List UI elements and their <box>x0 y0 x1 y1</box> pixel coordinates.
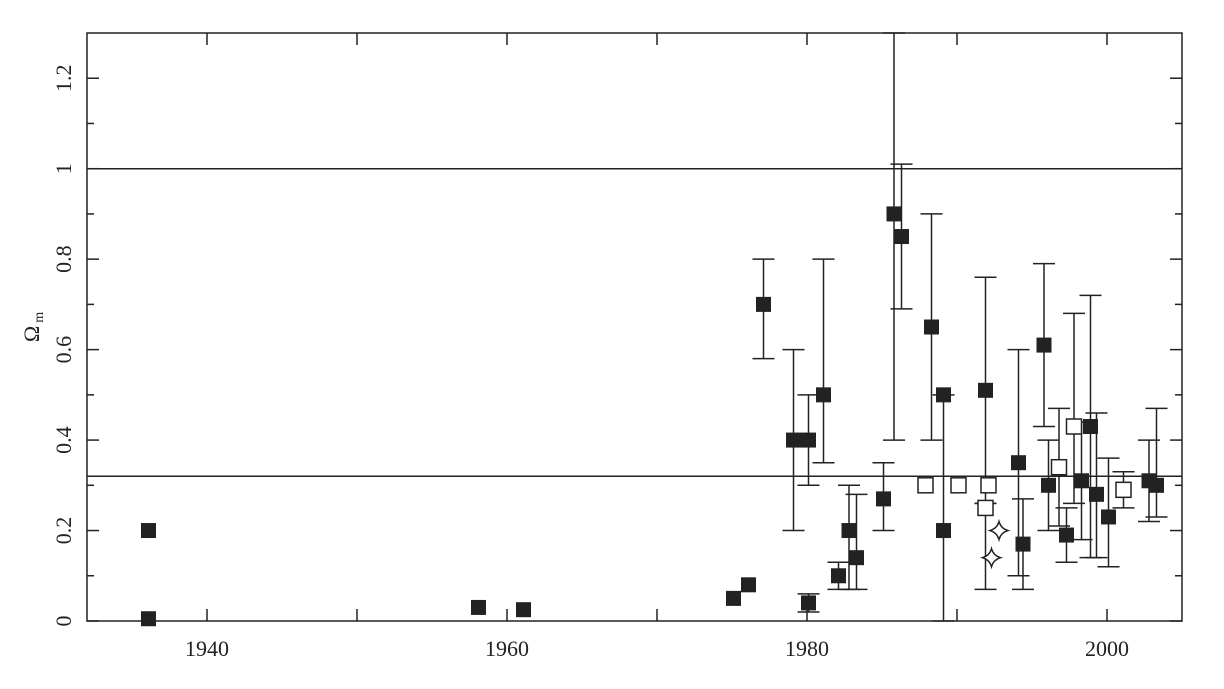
data-point <box>980 477 997 494</box>
data-point <box>801 595 816 611</box>
data-point <box>471 599 486 615</box>
data-point <box>936 523 951 539</box>
data-point <box>917 477 934 494</box>
y-tick-label: 1.2 <box>51 64 76 92</box>
data-point <box>894 229 909 245</box>
y-tick-label: 0.4 <box>51 426 76 454</box>
data-point <box>516 602 531 618</box>
data-point <box>979 545 1004 570</box>
data-point <box>978 382 993 398</box>
data-point <box>1059 527 1074 543</box>
data-point <box>886 206 902 222</box>
data-point <box>876 491 891 507</box>
data-point <box>831 568 846 584</box>
plot-frame <box>86 32 1183 622</box>
y-tick-label: 0 <box>51 616 76 627</box>
data-point <box>756 296 771 312</box>
data-point <box>801 432 816 448</box>
data-point <box>741 577 756 593</box>
x-tick-label: 2000 <box>1085 636 1129 661</box>
data-point <box>726 590 741 606</box>
data-point <box>950 477 967 494</box>
data-point <box>1149 477 1164 493</box>
y-tick-label: 1 <box>51 163 76 174</box>
data-point <box>841 523 857 539</box>
x-tick-label: 1940 <box>185 636 229 661</box>
y-axis-label-subscript: m <box>32 312 47 323</box>
data-point <box>1036 337 1052 353</box>
data-point <box>1011 455 1026 471</box>
data-point <box>1065 418 1083 435</box>
y-axis-label-symbol: Ω <box>19 326 44 342</box>
y-tick-label: 0.2 <box>51 517 76 545</box>
data-point <box>1074 473 1089 489</box>
data-point <box>1115 481 1132 499</box>
data-point <box>141 611 156 627</box>
y-axis-label: Ωm <box>19 312 47 342</box>
data-point <box>1101 509 1116 525</box>
x-tick-label: 1960 <box>485 636 529 661</box>
data-point <box>924 319 939 335</box>
data-point <box>936 387 951 403</box>
y-tick-label: 0.6 <box>51 336 76 364</box>
data-point <box>816 387 831 403</box>
data-point <box>977 499 994 517</box>
data-point <box>1050 458 1068 476</box>
data-point <box>1083 419 1098 435</box>
x-tick-label: 1980 <box>785 636 829 661</box>
data-point <box>849 550 864 566</box>
data-point <box>786 432 801 448</box>
data-point <box>1089 486 1104 502</box>
data-point <box>987 518 1011 543</box>
data-point <box>1015 536 1031 552</box>
data-point <box>1041 477 1056 493</box>
data-point <box>141 523 156 539</box>
y-tick-label: 0.8 <box>51 245 76 273</box>
